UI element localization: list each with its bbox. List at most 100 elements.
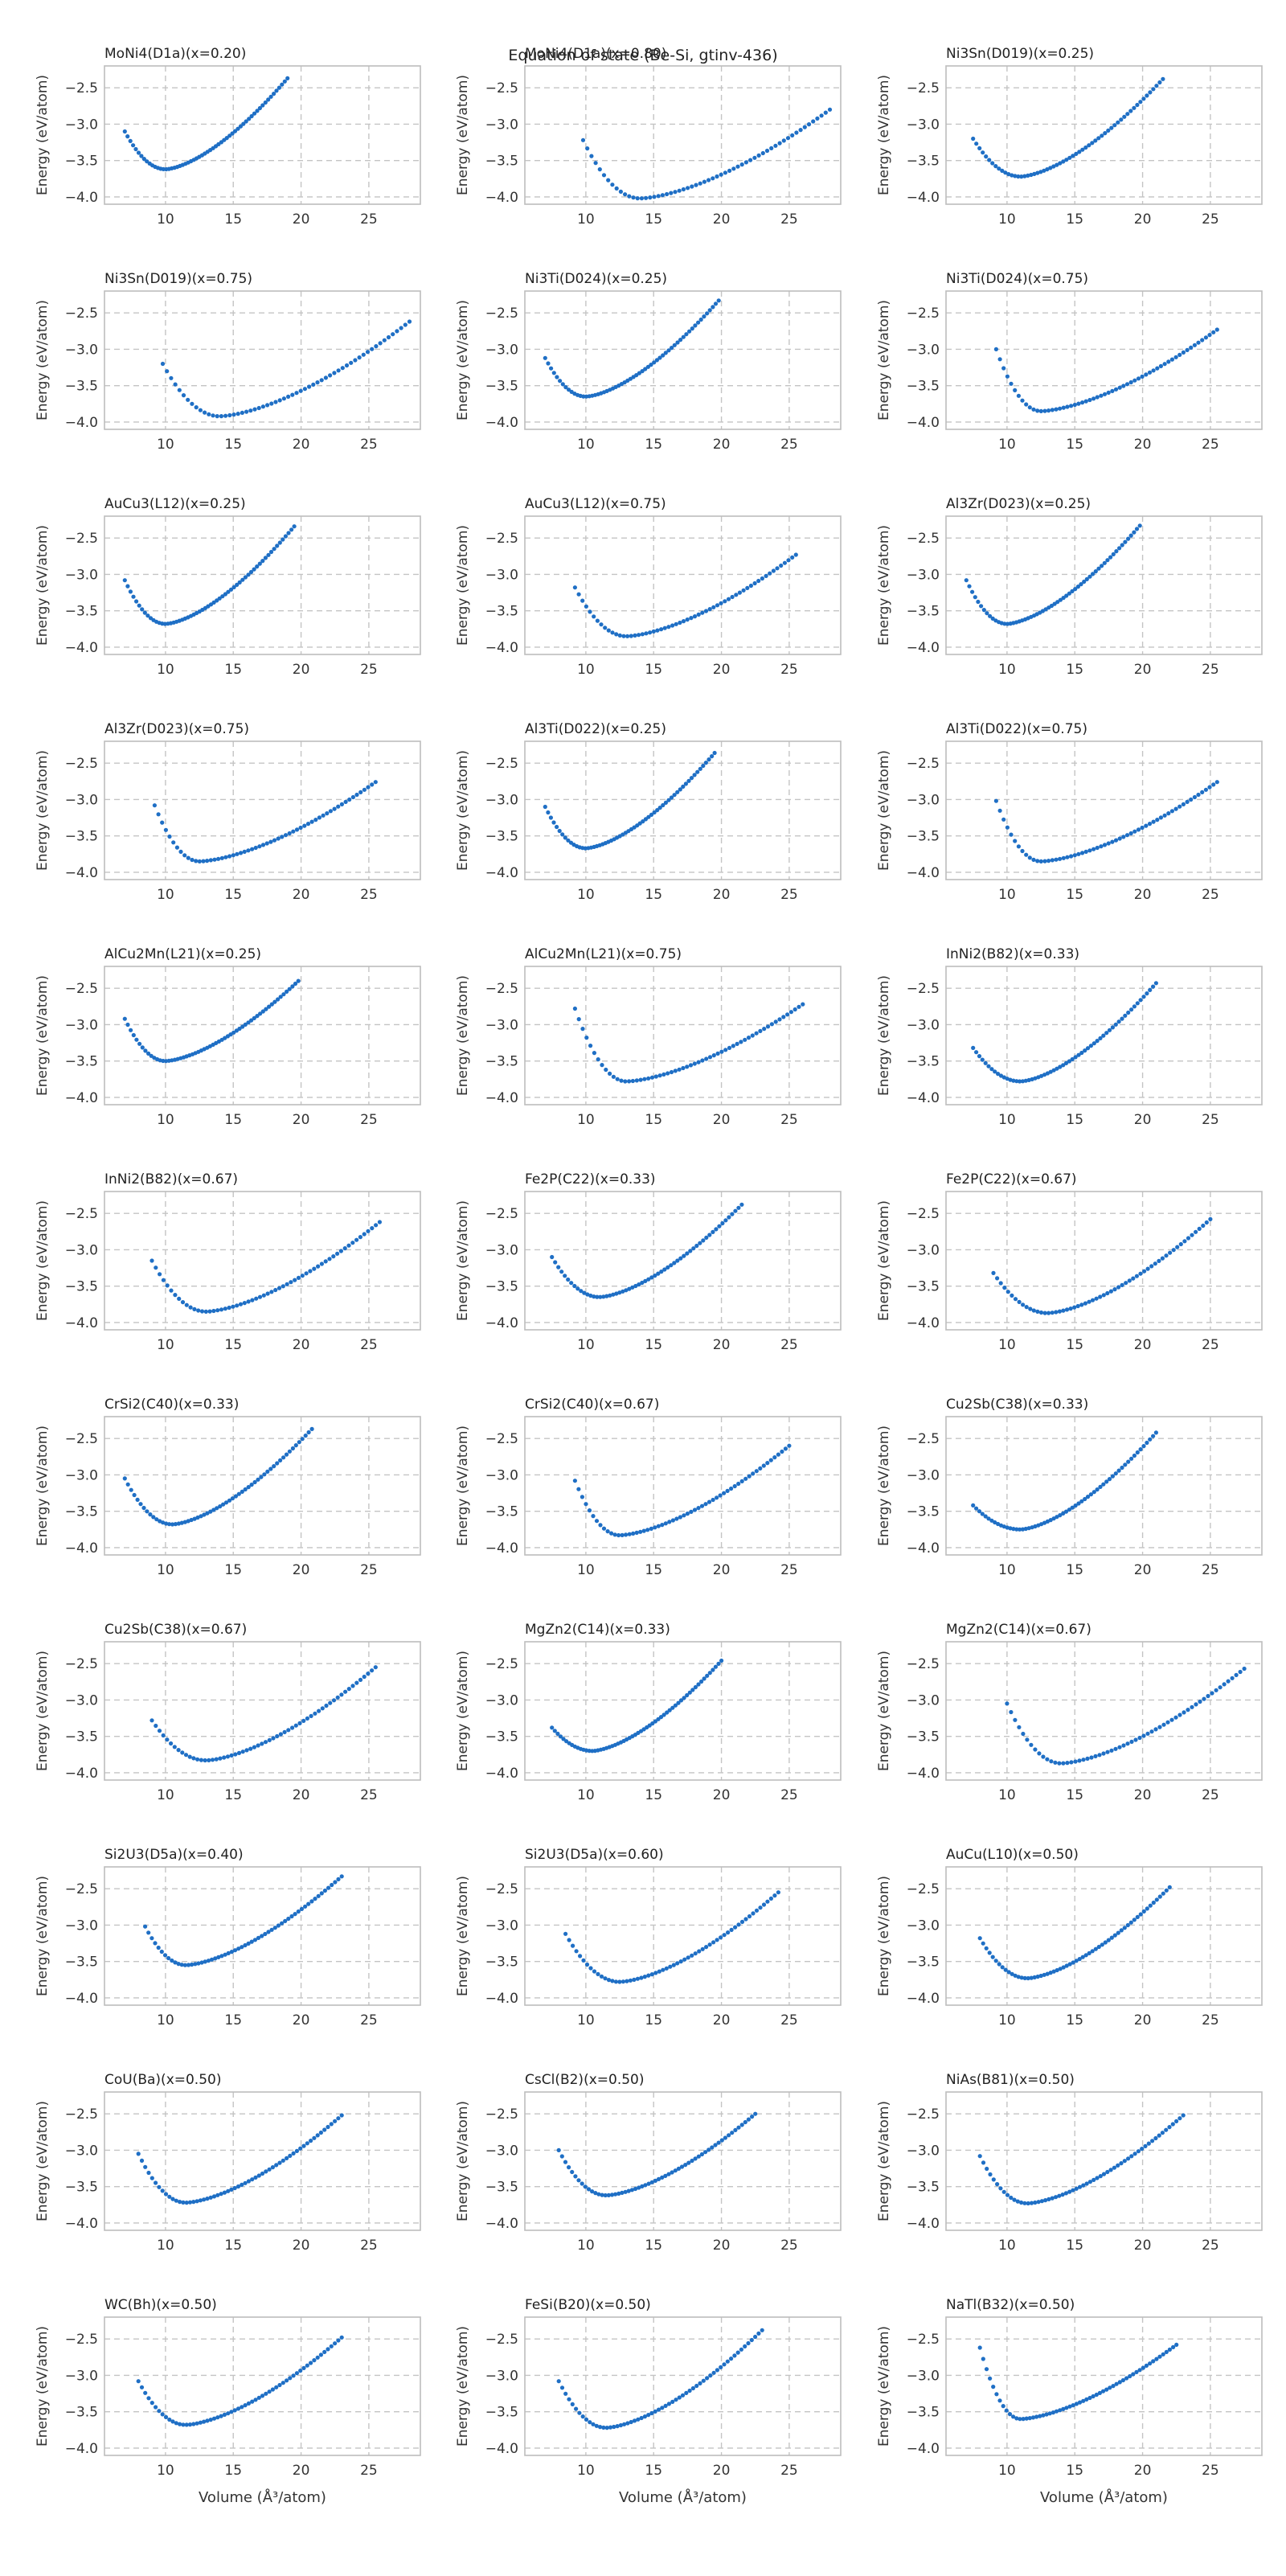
data-point	[792, 1007, 797, 1012]
data-point	[664, 1966, 669, 1971]
data-point	[257, 561, 262, 566]
data-point	[1080, 851, 1085, 855]
y-tick-label: −2.5	[907, 2332, 940, 2348]
data-point	[746, 2340, 751, 2346]
data-point	[707, 1055, 713, 1060]
y-tick-label: −4.0	[907, 865, 940, 881]
data-point	[555, 1731, 560, 1736]
data-point	[631, 1531, 636, 1536]
data-point	[272, 547, 276, 552]
data-point	[1174, 2342, 1179, 2347]
x-tick-label: 20	[713, 2463, 731, 2479]
data-point	[1024, 1305, 1029, 1310]
data-point	[266, 97, 271, 102]
data-point	[1099, 393, 1104, 398]
data-point	[258, 1011, 263, 1016]
data-point	[662, 626, 667, 630]
data-point	[1005, 1701, 1010, 1706]
data-point	[122, 578, 127, 583]
data-point	[703, 2150, 708, 2155]
x-tick-label: 10	[577, 662, 595, 678]
data-point	[608, 1293, 612, 1298]
data-point	[350, 794, 355, 800]
data-point	[332, 806, 337, 811]
x-tick-label: 25	[360, 1787, 378, 1803]
data-point	[543, 355, 547, 360]
data-point	[1022, 1975, 1027, 1980]
data-point	[667, 1708, 672, 1713]
data-point	[617, 1979, 622, 1984]
data-point	[1042, 168, 1046, 173]
data-point	[598, 2425, 603, 2430]
data-point	[752, 155, 757, 160]
y-tick-label: −4.0	[907, 2216, 940, 2232]
x-tick-label: 10	[157, 211, 174, 228]
data-point	[681, 619, 686, 624]
data-point	[1055, 600, 1060, 605]
y-axis-label: Energy (eV/atom)	[876, 2326, 892, 2447]
x-tick-label: 25	[360, 1562, 378, 1578]
y-axis-label: Energy (eV/atom)	[35, 525, 51, 646]
data-point	[634, 1078, 639, 1083]
data-point	[312, 1266, 317, 1271]
y-axis-label: Energy (eV/atom)	[876, 300, 892, 420]
data-point	[678, 620, 682, 626]
x-tick-label: 10	[998, 211, 1016, 228]
data-point	[1023, 1078, 1028, 1083]
x-tick-label: 10	[157, 1562, 174, 1578]
data-point	[591, 2422, 596, 2426]
data-point	[694, 1243, 699, 1249]
y-tick-label: −3.0	[485, 1692, 518, 1708]
data-point	[703, 761, 709, 765]
data-point	[1088, 1492, 1093, 1497]
data-point	[1026, 2201, 1030, 2206]
data-point	[122, 1016, 127, 1021]
data-point	[594, 2423, 599, 2428]
data-point	[269, 401, 274, 406]
data-point	[797, 1004, 801, 1009]
data-point	[764, 148, 770, 154]
data-point	[1087, 397, 1092, 403]
data-point	[1076, 1052, 1081, 1057]
data-point	[681, 334, 686, 339]
data-point	[574, 1949, 579, 1954]
data-point	[1071, 1960, 1075, 1965]
data-point	[141, 1505, 146, 1511]
x-tick-label: 15	[1066, 437, 1083, 453]
data-point	[269, 1002, 274, 1007]
data-point	[205, 2418, 210, 2423]
data-point	[1026, 1975, 1030, 1981]
data-point	[358, 790, 363, 795]
data-point	[1106, 1938, 1111, 1942]
data-point	[1032, 171, 1037, 176]
data-point	[199, 1514, 203, 1519]
y-tick-label: −3.0	[907, 1918, 940, 1934]
data-point	[635, 196, 640, 201]
y-axis-label: Energy (eV/atom)	[876, 525, 892, 646]
data-point	[178, 2200, 182, 2205]
data-point	[1073, 587, 1078, 592]
data-point	[1061, 159, 1066, 164]
data-point	[572, 1006, 578, 1011]
data-point	[1120, 2377, 1125, 2383]
data-point	[719, 2365, 723, 2369]
data-point	[599, 622, 604, 627]
data-point	[1035, 859, 1040, 863]
data-point	[326, 2347, 330, 2352]
data-point	[1154, 84, 1159, 88]
data-point	[1019, 2200, 1024, 2205]
data-point	[644, 195, 649, 200]
data-point	[298, 825, 303, 831]
data-point	[973, 595, 977, 600]
data-point	[595, 1294, 600, 1299]
y-tick-label: −4.0	[907, 1766, 940, 1782]
data-point	[1155, 818, 1160, 822]
x-tick-label: 25	[1202, 437, 1219, 453]
data-point	[630, 1078, 636, 1084]
data-point	[1098, 1036, 1103, 1040]
data-point	[1088, 1044, 1093, 1048]
data-point	[590, 2189, 595, 2194]
data-point	[656, 194, 661, 199]
data-point	[686, 778, 691, 783]
subplot-title: Cu2Sb(C38)(x=0.33)	[946, 1397, 1088, 1413]
